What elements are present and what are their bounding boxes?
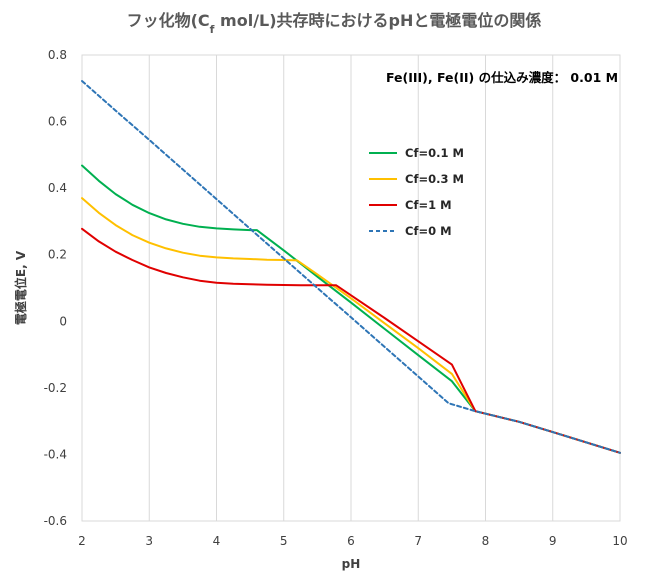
y-axis-label: 電極電位E, V: [13, 250, 28, 325]
legend: Cf=0.1 M Cf=0.3 M Cf=1 M Cf=0 M: [369, 146, 464, 238]
x-tick-label: 3: [145, 534, 153, 548]
legend-label: Cf=0.1 M: [405, 146, 464, 160]
concentration-note: Fe(III), Fe(II) の仕込み濃度： 0.01 M: [386, 70, 618, 85]
y-tick-label: -0.2: [44, 381, 67, 395]
x-tick-label: 2: [78, 534, 86, 548]
y-tick-label: 0.8: [48, 48, 67, 62]
x-tick-label: 6: [347, 534, 355, 548]
x-tick-label: 8: [482, 534, 490, 548]
x-tick-label: 7: [414, 534, 422, 548]
chart-title: フッ化物(Cf mol/L)共存時におけるpHと電極電位の関係: [127, 11, 542, 36]
series-line-4: [81, 80, 621, 454]
legend-label: Cf=0 M: [405, 224, 452, 238]
y-tick-label: 0: [59, 314, 67, 328]
y-tick-label: -0.6: [44, 514, 67, 528]
plot-border: [81, 54, 621, 522]
y-tick-label: 0.2: [48, 248, 67, 262]
x-tick-label: 9: [549, 534, 557, 548]
y-tick-label: 0.6: [48, 115, 67, 129]
y-tick-label: 0.4: [48, 181, 67, 195]
y-tick-labels: -0.6 -0.4 -0.2 0 0.2 0.4 0.6 0.8: [44, 48, 67, 528]
series-layer: [81, 80, 621, 454]
x-tick-label: 5: [280, 534, 288, 548]
series-line-3: [81, 227, 621, 454]
legend-label: Cf=0.3 M: [405, 172, 464, 186]
grid-layer: [148, 55, 554, 521]
x-tick-label: 4: [213, 534, 221, 548]
x-axis-label: pH: [342, 557, 361, 571]
y-tick-label: -0.4: [44, 447, 67, 461]
x-tick-label: 10: [612, 534, 627, 548]
legend-label: Cf=1 M: [405, 198, 452, 212]
x-tick-labels: 2 3 4 5 6 7 8 9 10: [78, 534, 627, 548]
